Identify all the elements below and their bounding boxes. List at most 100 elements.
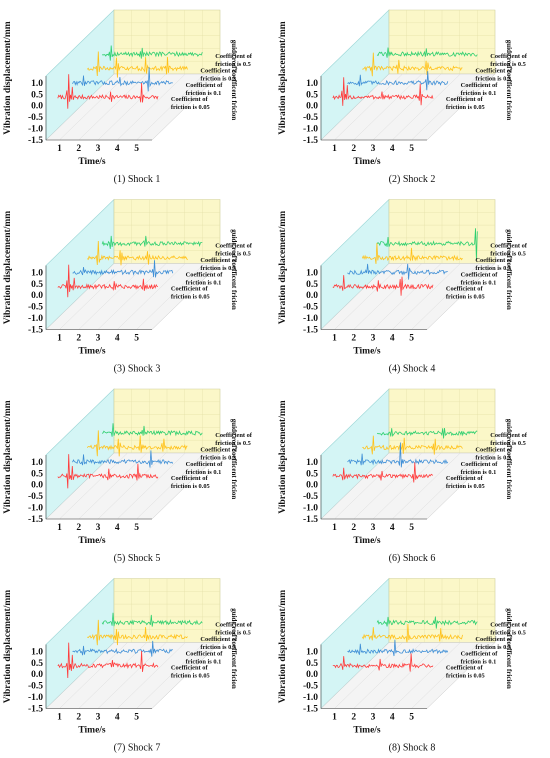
- x-tick-label: 4: [390, 144, 395, 154]
- y-tick-label: 0.0: [306, 102, 318, 112]
- x-tick-label: 2: [76, 523, 81, 533]
- x-tick-label: 5: [409, 334, 414, 344]
- series-label-line2: friction is 0.05: [446, 294, 485, 301]
- x-axis-label: Time/s: [78, 347, 106, 357]
- y-tick-label: -1.5: [303, 705, 318, 715]
- y-tick-label: 1.0: [31, 268, 43, 278]
- x-tick-label: 2: [76, 713, 81, 723]
- floor-grid-line: [411, 263, 480, 330]
- series-label-line1: Coefficient of: [490, 53, 528, 60]
- floor-grid-line: [372, 642, 442, 709]
- y-tick-label: 1.0: [31, 647, 43, 657]
- series-line-1: [57, 264, 159, 298]
- floor-grid-line: [411, 73, 480, 141]
- y-tick-label: 1.0: [306, 647, 318, 657]
- y-tick-label: -1.0: [303, 504, 318, 514]
- series-label-line1: Coefficient of: [475, 257, 513, 264]
- floor-grid-line: [59, 642, 128, 709]
- y-tick-label: -0.5: [303, 303, 318, 313]
- panel-caption: (7) Shock 7: [114, 743, 161, 754]
- y-tick-label: 0.0: [31, 291, 43, 301]
- series-label-line1: Coefficient of: [446, 286, 484, 293]
- y-tick-label: 1.0: [306, 268, 318, 278]
- chart-panel-4: -1.5 -1.0-0.5 0.00.5 1.0 1 2 3 4 5 Time/s Vibratio…: [278, 198, 528, 375]
- y-tick-label: -1.5: [28, 515, 43, 525]
- series-label-line2: friction is 0.5: [215, 61, 251, 68]
- floor-grid-line: [59, 452, 128, 520]
- y-tick-label: -1.5: [28, 705, 43, 715]
- y-tick-label: -1.0: [303, 125, 318, 135]
- series-line-3: [361, 623, 463, 643]
- y-tick-label: -1.5: [303, 136, 318, 146]
- floor-grid-line: [392, 263, 461, 330]
- series-label-line1: Coefficient of: [490, 243, 528, 250]
- floor-grid-line: [411, 452, 480, 520]
- y-tick-label: 0.5: [31, 280, 43, 290]
- x-tick-label: 5: [409, 713, 414, 723]
- series-label-line1: Coefficient of: [200, 446, 238, 453]
- floor-grid-line: [411, 642, 480, 709]
- y-tick-label: -1.0: [28, 125, 43, 135]
- series-label-line1: Coefficient of: [200, 636, 238, 643]
- floor-grid-line: [334, 642, 403, 709]
- x-tick-label: 4: [115, 523, 120, 533]
- y-tick-label: -1.5: [28, 136, 43, 146]
- z-axis-label: guide rod coefficent fricion: [230, 419, 238, 500]
- y-tick-label: 0.5: [306, 90, 318, 100]
- y-tick-label: -1.5: [28, 326, 43, 336]
- y-tick-label: -0.5: [28, 682, 43, 692]
- x-tick-label: 1: [332, 713, 337, 723]
- series-label-line1: Coefficient of: [215, 432, 253, 439]
- floor-grid-line: [59, 73, 128, 141]
- series-line-3: [86, 430, 188, 457]
- y-axis-label: Vibration displacement/mm: [278, 400, 288, 513]
- y-tick-label: -0.5: [303, 492, 318, 502]
- y-tick-label: 0.0: [31, 481, 43, 491]
- floor-grid-line: [117, 642, 186, 709]
- x-tick-label: 3: [371, 144, 376, 154]
- floor-grid-line: [97, 263, 167, 330]
- floor-grid-line: [353, 452, 422, 520]
- series-line-4: [376, 427, 478, 439]
- series-label-line1: Coefficient of: [171, 286, 209, 293]
- floor-grid-line: [136, 73, 205, 141]
- series-label-line2: friction is 0.1: [461, 279, 497, 286]
- x-tick-label: 1: [57, 713, 62, 723]
- series-label-line1: Coefficient of: [475, 446, 513, 453]
- floor-grid-line: [136, 642, 205, 709]
- x-tick-label: 1: [332, 523, 337, 533]
- y-axis-label: Vibration displacement/mm: [3, 211, 13, 324]
- y-tick-label: 0.0: [31, 102, 43, 112]
- series-line-1: [57, 642, 159, 679]
- x-tick-label: 3: [96, 523, 101, 533]
- series-label-line1: Coefficient of: [461, 461, 499, 468]
- y-tick-label: 0.0: [306, 481, 318, 491]
- x-tick-label: 4: [390, 523, 395, 533]
- panel-caption: (4) Shock 4: [389, 364, 436, 375]
- series-line-2: [72, 640, 173, 657]
- series-label-line2: friction is 0.5: [490, 440, 526, 447]
- y-axis-label: Vibration displacement/mm: [3, 21, 13, 134]
- x-axis-label: Time/s: [78, 536, 106, 546]
- series-label-line1: Coefficient of: [171, 665, 209, 672]
- x-tick-label: 5: [134, 713, 139, 723]
- series-label-line2: friction is 0.05: [171, 673, 210, 680]
- series-label-line2: friction is 0.5: [490, 630, 526, 637]
- x-tick-label: 1: [57, 144, 62, 154]
- floor-grid-line: [117, 452, 186, 520]
- series-label-line2: friction is 0.5: [490, 61, 526, 68]
- series-line-3: [87, 240, 188, 266]
- x-tick-label: 5: [409, 523, 414, 533]
- x-tick-label: 3: [371, 713, 376, 723]
- x-tick-label: 4: [390, 334, 395, 344]
- x-tick-label: 3: [96, 713, 101, 723]
- series-line-3: [87, 619, 188, 646]
- x-tick-label: 3: [371, 523, 376, 533]
- y-tick-label: -1.5: [303, 326, 318, 336]
- series-label-line2: friction is 0.3: [475, 75, 511, 82]
- y-tick-label: 1.0: [306, 458, 318, 468]
- y-tick-label: 0.5: [306, 659, 318, 669]
- x-axis-label: Time/s: [78, 157, 106, 167]
- panel-caption: (6) Shock 6: [389, 553, 436, 564]
